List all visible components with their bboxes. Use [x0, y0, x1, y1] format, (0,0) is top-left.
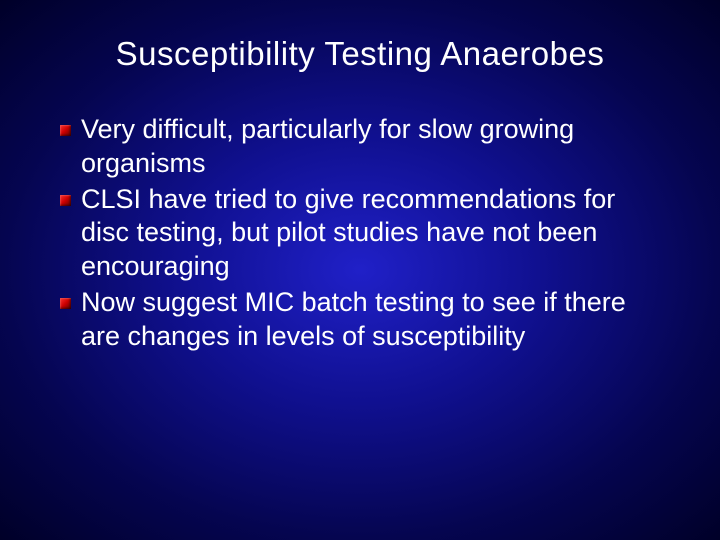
list-item: CLSI have tried to give recommendations … — [60, 183, 670, 284]
list-item: Now suggest MIC batch testing to see if … — [60, 286, 670, 354]
bullet-text: Now suggest MIC batch testing to see if … — [81, 286, 670, 354]
bullet-text: CLSI have tried to give recommendations … — [81, 183, 670, 284]
bullet-icon — [60, 125, 71, 136]
slide-content: Very difficult, particularly for slow gr… — [50, 113, 670, 353]
bullet-icon — [60, 195, 71, 206]
list-item: Very difficult, particularly for slow gr… — [60, 113, 670, 181]
slide-title: Susceptibility Testing Anaerobes — [50, 35, 670, 73]
bullet-icon — [60, 298, 71, 309]
slide-container: Susceptibility Testing Anaerobes Very di… — [0, 0, 720, 540]
bullet-text: Very difficult, particularly for slow gr… — [81, 113, 670, 181]
